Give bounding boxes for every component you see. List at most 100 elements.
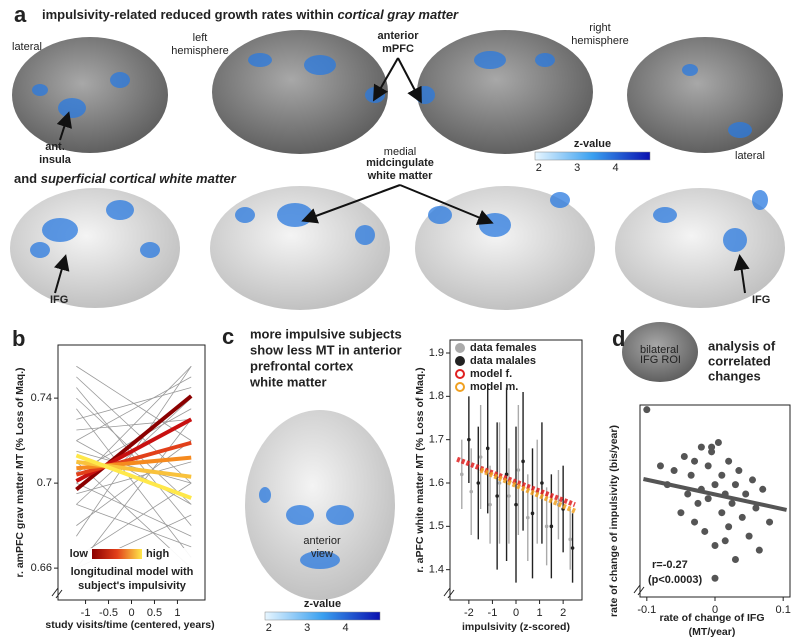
data-point	[469, 489, 474, 494]
x-tick-label: -0.5	[99, 607, 118, 619]
colorbar	[534, 151, 651, 161]
y-tick-label: 0.74	[31, 392, 52, 404]
subject-line	[76, 376, 192, 441]
y-tick-label: 1.6	[429, 477, 444, 489]
data-point	[476, 481, 481, 485]
axis-break	[443, 587, 455, 599]
data-point	[540, 481, 544, 485]
brain-images	[10, 30, 785, 600]
y-axis-label: r. amPFC grav matter MT (% Loss of Maq.)	[14, 367, 26, 577]
legend-title: longitudinal model with	[71, 566, 194, 578]
subject-line	[76, 482, 192, 537]
x-tick-label: 0.5	[147, 607, 162, 619]
label: white matter	[367, 170, 434, 182]
title-text: impulsivity-related reduced growth rates…	[42, 7, 337, 22]
data-point	[745, 532, 753, 540]
colorbar-tick: 4	[612, 162, 618, 174]
data-point	[514, 502, 518, 507]
colorbar-tick: 3	[304, 622, 310, 634]
legend-marker	[455, 369, 465, 379]
x-tick-label: 0.1	[776, 604, 791, 616]
data-point	[742, 490, 750, 498]
legend-label: model f.	[470, 368, 512, 380]
panel-label: d	[612, 326, 625, 351]
data-point	[755, 546, 763, 554]
subject-line	[76, 376, 192, 484]
subject-line	[76, 440, 192, 505]
data-point	[718, 471, 726, 479]
stat-label: r=-0.27	[652, 559, 688, 571]
view-label: anterior	[303, 535, 341, 547]
colorbar-title: z-value	[574, 138, 611, 150]
label: lateral	[735, 150, 765, 162]
data-point	[704, 495, 712, 503]
stat-label: (p<0.0003)	[648, 574, 702, 586]
label: ant.	[45, 141, 65, 153]
x-tick-label: 0	[513, 607, 519, 619]
data-point	[711, 541, 719, 549]
data-point	[467, 437, 471, 442]
label: left	[193, 32, 208, 44]
label: medial	[384, 146, 416, 158]
x-tick-label: -1	[81, 607, 91, 619]
y-tick-label: 1.5	[429, 520, 444, 532]
x-tick-label: 0	[712, 604, 718, 616]
axis-break	[633, 584, 645, 596]
title-emphasis: cortical gray matter	[337, 7, 459, 22]
data-point	[507, 494, 511, 498]
x-tick-label: 1	[174, 607, 180, 619]
subject-line	[76, 387, 192, 526]
data-point	[728, 499, 736, 507]
data-point	[544, 524, 549, 529]
panel-heading: analysis of	[708, 338, 776, 353]
data-point	[568, 537, 573, 542]
x-axis-label: rate of change of IFG	[659, 612, 764, 624]
panel-label: b	[12, 326, 25, 351]
data-point	[485, 446, 490, 451]
data-point	[704, 462, 712, 470]
data-point	[752, 504, 760, 512]
fit-line	[642, 477, 788, 512]
y-tick-label: 1.4	[429, 564, 444, 576]
x-axis-label: study visits/time (centered, years)	[45, 619, 214, 631]
label: midcingulate	[366, 157, 434, 169]
panel-title: and superficial cortical white matter	[14, 171, 237, 186]
arrows	[54, 57, 750, 294]
x-tick-label: -0.1	[637, 604, 656, 616]
subject-line	[76, 419, 192, 569]
y-tick-label: 1.8	[429, 390, 444, 402]
colorbar-title: z-value	[304, 598, 341, 610]
panel-heading: changes	[708, 368, 761, 383]
colorbar-tick: 4	[342, 622, 348, 634]
data-point	[759, 485, 767, 493]
data-point	[749, 476, 756, 484]
x-axis-label: impulsivity (z-scored)	[462, 621, 570, 633]
data-point	[504, 472, 509, 477]
label: hemisphere	[571, 35, 628, 47]
data-point	[708, 443, 716, 451]
y-tick-label: 0.66	[31, 562, 52, 574]
panel-label: a	[14, 2, 27, 27]
model-line	[75, 453, 192, 500]
model-line	[479, 467, 576, 514]
data-point	[497, 481, 502, 485]
x-axis-label: (MT/year)	[689, 626, 736, 638]
data-point	[530, 511, 535, 516]
x-tick-label: -1	[488, 607, 498, 619]
data-point	[694, 499, 702, 507]
legend-gradient	[92, 549, 142, 559]
data-point	[521, 459, 525, 464]
panel-heading: prefrontal cortex	[250, 358, 354, 373]
y-tick-label: 1.9	[429, 347, 444, 359]
data-point	[488, 502, 492, 507]
panel-heading: more impulsive subjects	[250, 326, 402, 341]
data-point	[735, 467, 743, 475]
data-point	[721, 537, 729, 545]
title-text: and	[14, 171, 41, 186]
colorbar-tick: 2	[536, 162, 542, 174]
subject-line	[76, 482, 192, 558]
y-axis-label: r. aPFC white matter MT (% Loss of Maq.)	[414, 367, 426, 572]
legend-marker	[455, 343, 465, 353]
data-point	[478, 455, 483, 459]
